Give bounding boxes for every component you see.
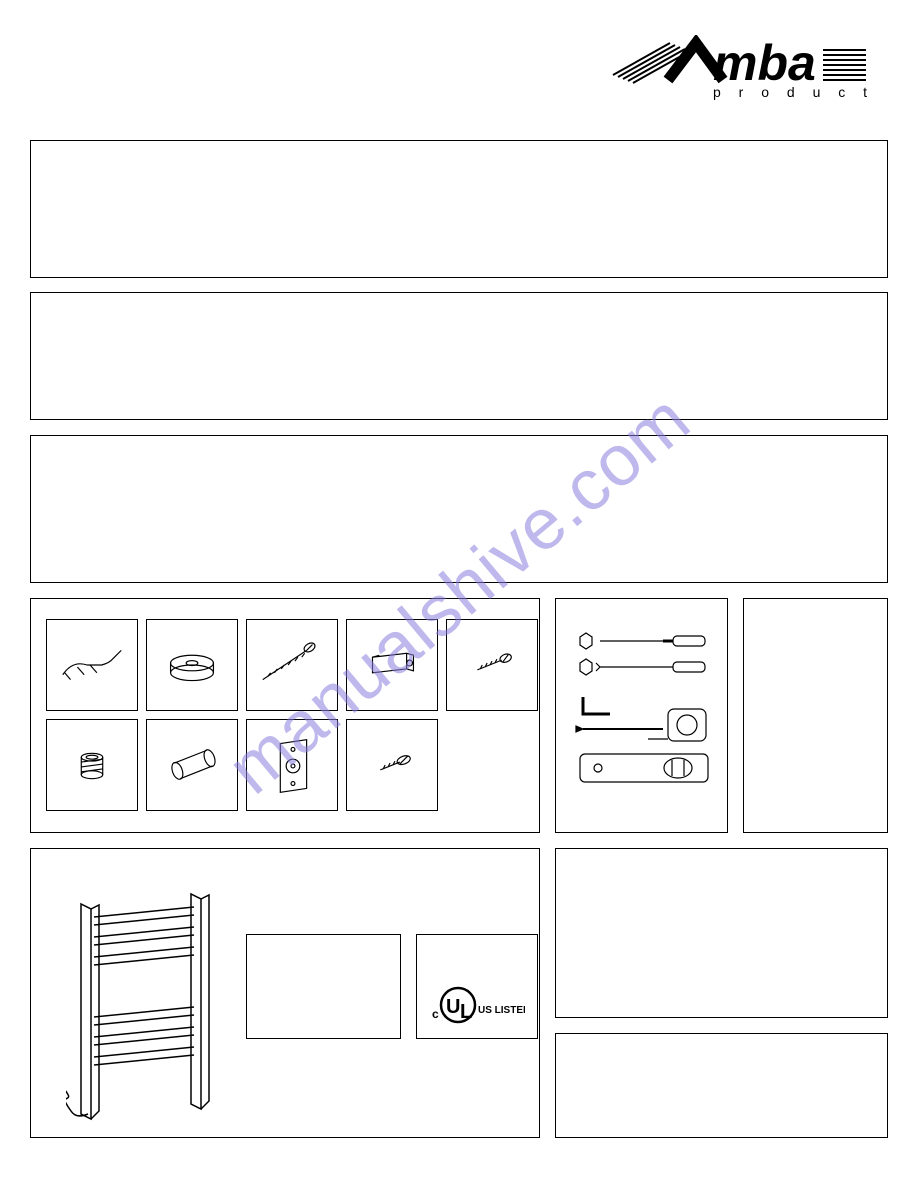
ul-box: c U L US LISTED [416,934,538,1039]
part-small-screw [346,719,438,811]
brand-logo: mba p r o d u c t s [608,35,868,110]
part-bolt [446,619,538,711]
side-box [743,598,888,833]
svg-text:c: c [432,1007,439,1021]
part-tube [146,719,238,811]
part-anchor [46,619,138,711]
part-threaded-insert [46,719,138,811]
part-screw-long [246,619,338,711]
notes-box-2 [555,1033,888,1138]
logo-subtitle: p r o d u c t s [713,84,868,100]
svg-text:U: U [446,996,460,1018]
notes-box-1 [555,848,888,1018]
parts-box [30,598,540,833]
part-washer [146,619,238,711]
svg-text:L: L [460,1001,472,1023]
info-box-1 [30,140,888,278]
ul-text: US LISTED [478,1005,525,1016]
product-box: c U L US LISTED [30,848,540,1138]
towel-rack-illustration [66,889,241,1134]
info-box-2 [30,292,888,420]
info-box-3 [30,435,888,583]
svg-text:mba: mba [713,35,816,91]
logo-underlines [823,50,866,80]
part-square-bracket [346,619,438,711]
part-wall-plate [246,719,338,811]
spec-box [246,934,401,1039]
tools-box [555,598,728,833]
